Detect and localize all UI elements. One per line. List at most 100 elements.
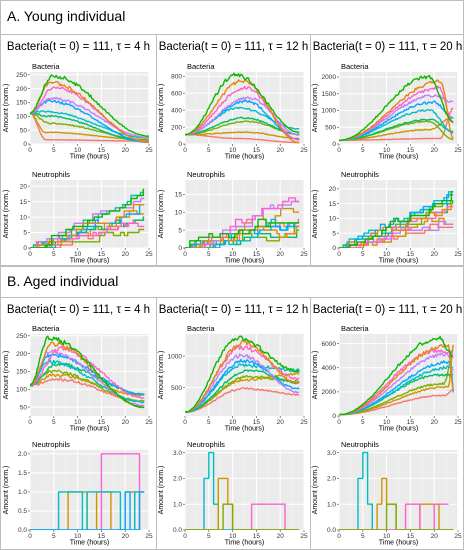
x-tick-label: 0	[183, 419, 187, 426]
x-tick-label: 20	[277, 251, 285, 258]
y-tick-label: 1.0	[173, 501, 182, 508]
y-tick-label: 15	[329, 201, 337, 208]
x-tick-label: 5	[52, 251, 56, 258]
x-tick-label: 25	[454, 147, 462, 154]
y-axis-label: Amount (norm.)	[158, 84, 165, 133]
series-line-5	[339, 191, 454, 248]
x-tick-label: 10	[229, 147, 237, 154]
y-tick-label: 10	[175, 209, 183, 216]
x-tick-label: 25	[300, 533, 308, 540]
chart-b-neut-4: Neutrophils 0 5 10 15 20 25 0.0 0.5 1.0 1.5 2.0 Time…	[3, 440, 153, 546]
column-title: Bacteria(t = 0) = 111, τ = 12 h	[158, 304, 309, 316]
x-axis-label: Time (hours)	[70, 154, 109, 161]
x-tick-label: 10	[383, 533, 391, 540]
y-tick-label: 250	[16, 72, 27, 79]
panel-title: Neutrophils	[187, 170, 225, 179]
column-tau-4: Bacteria(t = 0) = 111, τ = 4 h	[1, 297, 156, 550]
x-tick-label: 5	[207, 533, 211, 540]
y-tick-label: 15	[20, 199, 28, 206]
y-tick-label: 200	[16, 351, 27, 358]
y-tick-label: 200	[171, 124, 182, 131]
chart-a-neut-4: Neutrophils 0 5 10 15 20 25 0 5 10 15 20 Time (hours…	[3, 170, 153, 264]
x-tick-label: 0	[28, 251, 32, 258]
x-axis-label: Time (hours)	[225, 154, 264, 161]
series-line-4	[30, 112, 149, 143]
x-tick-label: 10	[74, 251, 82, 258]
x-axis-label: Time (hours)	[379, 426, 418, 433]
y-tick-label: 0.5	[18, 508, 27, 515]
series-line-2	[185, 131, 300, 140]
x-tick-label: 25	[145, 251, 153, 258]
x-tick-label: 15	[98, 533, 106, 540]
series-line-6	[185, 358, 300, 413]
x-tick-label: 25	[145, 419, 153, 426]
x-tick-label: 25	[145, 147, 153, 154]
y-tick-label: 4000	[322, 365, 337, 372]
series-line-4	[339, 503, 454, 530]
series-line-1	[185, 503, 300, 530]
y-tick-label: 0	[23, 141, 27, 148]
series-line-6	[30, 353, 145, 396]
x-axis-label: Time (hours)	[225, 258, 264, 265]
y-tick-label: 0.0	[18, 527, 27, 534]
y-tick-label: 500	[171, 385, 182, 392]
x-tick-label: 5	[207, 251, 211, 258]
chart-a-bact-12: Bacteria 0 5 10 15 20 25 0 200 400 600 800 Time (hou…	[158, 62, 308, 161]
column-title: Bacteria(t = 0) = 111, τ = 4 h	[6, 304, 151, 316]
series-line-1	[30, 453, 141, 530]
x-tick-label: 10	[383, 147, 391, 154]
x-tick-label: 20	[431, 533, 439, 540]
series-line-10	[339, 74, 454, 141]
series-line-4	[185, 503, 300, 530]
y-tick-label: 5	[23, 230, 27, 237]
y-tick-label: 2.0	[173, 476, 182, 483]
chart-b-neut-12: Neutrophils 0 5 10 15 20 25 0.0 1.0 2.0 3.0 Time (h…	[158, 440, 308, 546]
series-line-2	[339, 116, 454, 142]
series-line-6	[30, 99, 149, 144]
y-tick-label: 100	[16, 386, 27, 393]
x-tick-label: 20	[431, 419, 439, 426]
section-title: B. Aged individual	[7, 273, 119, 289]
series-line-6	[339, 194, 454, 248]
chart-b-bact-4: Bacteria 0 5 10 15 20 25 50 100 150 200 250 Time (ho…	[3, 324, 153, 432]
y-axis-label: Amount (norm.)	[158, 351, 165, 400]
x-tick-label: 0	[28, 147, 32, 154]
y-tick-label: 200	[16, 86, 27, 93]
panel-title: Neutrophils	[341, 440, 379, 449]
series-line-2	[30, 373, 145, 397]
x-tick-label: 25	[300, 419, 308, 426]
y-axis-label: Amount (norm.)	[3, 466, 10, 515]
y-tick-label: 1000	[322, 108, 337, 115]
x-axis-label: Time (hours)	[379, 258, 418, 265]
panel-title: Bacteria	[341, 62, 369, 71]
y-tick-label: 150	[16, 369, 27, 376]
y-tick-label: 1.0	[327, 501, 336, 508]
y-tick-label: 0	[332, 141, 336, 148]
y-tick-label: 2000	[322, 74, 337, 81]
series-line-8	[30, 345, 145, 399]
y-tick-label: 800	[171, 73, 182, 80]
series-line-9	[30, 341, 145, 409]
y-axis-label: Amount (norm.)	[312, 190, 319, 239]
x-tick-label: 0	[337, 251, 341, 258]
series-line-8	[185, 85, 300, 141]
panel-title: Bacteria	[187, 324, 215, 333]
y-tick-label: 6000	[322, 341, 337, 348]
x-tick-label: 0	[337, 533, 341, 540]
panel-title: Bacteria	[32, 324, 60, 333]
series-line-5	[30, 359, 145, 404]
series-line-9	[185, 79, 300, 144]
column-title: Bacteria(t = 0) = 111, τ = 20 h	[312, 304, 463, 316]
x-tick-label: 15	[253, 251, 261, 258]
y-tick-label: 0.0	[327, 527, 336, 534]
x-tick-label: 5	[52, 419, 56, 426]
series-line-10	[339, 335, 454, 416]
x-tick-label: 20	[431, 147, 439, 154]
x-tick-label: 10	[74, 419, 82, 426]
series-line-4	[185, 369, 300, 413]
x-tick-label: 25	[300, 147, 308, 154]
x-tick-label: 15	[98, 251, 106, 258]
y-tick-label: 100	[16, 114, 27, 121]
chart-b-bact-20: Bacteria 0 5 10 15 20 25 0 2000 4000 6000 Time (hou…	[312, 324, 462, 433]
